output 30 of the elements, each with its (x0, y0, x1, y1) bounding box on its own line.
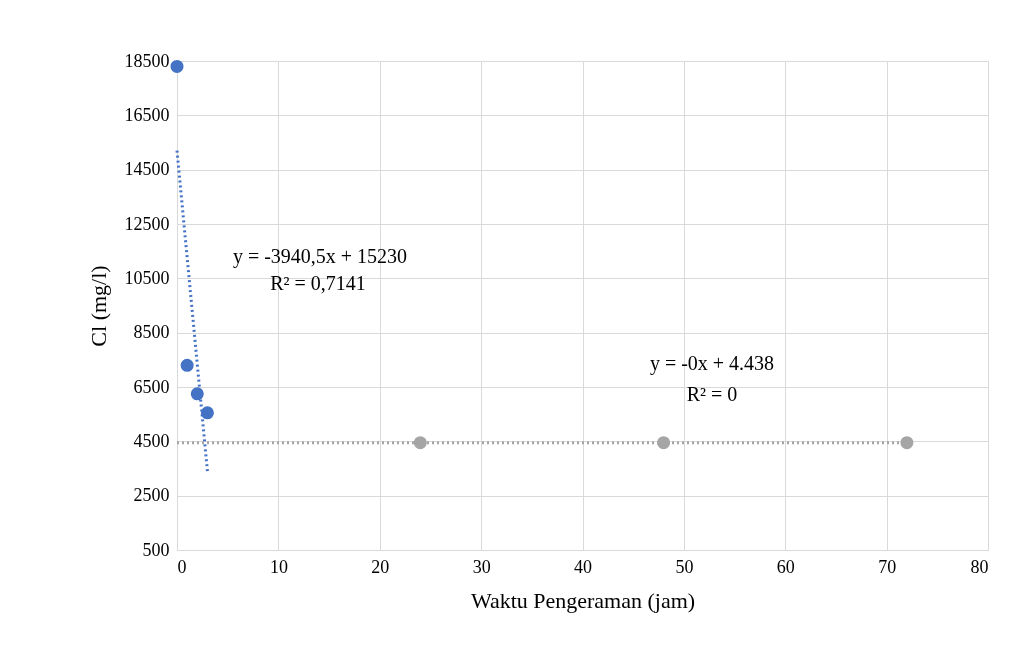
x-tick-label: 0 (177, 556, 187, 577)
y-tick-label: 2500 (133, 485, 170, 506)
x-tick-label: 20 (371, 556, 390, 577)
y-axis-title: Cl (mg/l) (85, 265, 111, 347)
x-tick-label: 50 (675, 556, 694, 577)
x-tick-label: 70 (878, 556, 897, 577)
x-tick-label: 40 (574, 556, 592, 577)
point (413, 436, 427, 450)
annotation: y = -0x + 4.438 (649, 352, 775, 375)
x-axis-title: Waktu Pengeraman (jam) (470, 587, 696, 613)
point (180, 358, 194, 372)
point (170, 59, 184, 73)
x-tick-label: 30 (472, 556, 491, 577)
point (900, 436, 914, 450)
x-tick-label: 60 (776, 556, 795, 577)
annotation: R² = 0,7141 (270, 272, 366, 294)
y-tick-label: 8500 (133, 322, 170, 343)
x-tick-label: 10 (269, 556, 288, 577)
y-tick-label: 12500 (124, 213, 170, 234)
y-tick-label: 4500 (133, 430, 170, 451)
y-tick-label: 16500 (124, 104, 170, 125)
y-tick-label: 14500 (124, 159, 170, 180)
y-tick-label: 10500 (124, 267, 170, 288)
x-tick-label: 80 (970, 556, 989, 577)
y-tick-label: 18500 (124, 50, 170, 71)
annotation: y = -3940,5x + 15230 (232, 245, 408, 268)
y-tick-label: 6500 (133, 376, 170, 397)
point (200, 406, 214, 420)
y-tick-label: 500 (142, 539, 170, 560)
annotation: R² = 0 (686, 383, 738, 405)
